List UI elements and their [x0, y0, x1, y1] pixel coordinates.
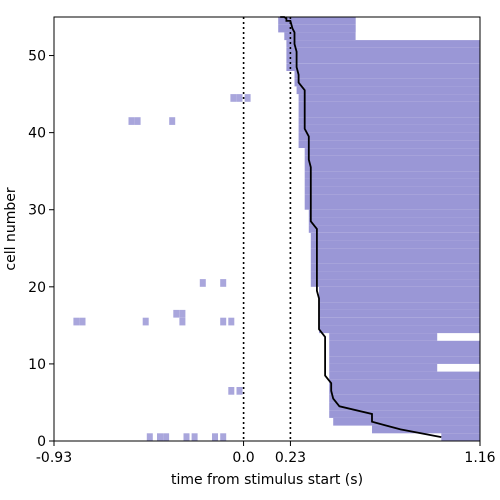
heatmap-point-3-1 [179, 309, 186, 318]
y-tick-label-0: 0 [37, 434, 46, 450]
heatmap-row-52 [284, 32, 356, 41]
heatmap-row-19 [319, 286, 480, 295]
heatmap-row-25 [310, 240, 480, 249]
heatmap-row-49 [286, 55, 480, 64]
heatmap-point-5-1 [134, 117, 141, 125]
heatmap-row-31 [304, 194, 480, 203]
heatmap-point-6-0 [230, 94, 237, 102]
heatmap-point-0-6 [220, 433, 227, 442]
heatmap-point-6-1 [236, 94, 243, 102]
heatmap-row-22 [310, 263, 480, 272]
heatmap-point-0-1 [157, 433, 163, 442]
heatmap-row-6 [329, 387, 480, 395]
heatmap-row-13 [329, 333, 438, 341]
heatmap-row-1 [372, 425, 480, 434]
plot-area [73, 17, 480, 442]
heatmap-row-43 [298, 101, 480, 110]
heatmap-row-8 [329, 371, 480, 380]
heatmap-row-41 [298, 117, 480, 125]
heatmap-row-18 [319, 294, 480, 303]
plot-frame [53, 16, 481, 442]
heatmap-point-1-1 [236, 387, 243, 395]
y-tick-label-1: 10 [28, 357, 46, 373]
heatmap-point-0-2 [163, 433, 170, 442]
heatmap-row-26 [310, 232, 480, 241]
heatmap-row-10 [329, 356, 480, 364]
y-axis: 0 10 20 30 40 50 [28, 49, 54, 450]
heatmap-row-33 [304, 178, 480, 187]
y-tick-label-4: 40 [28, 126, 46, 142]
heatmap-point-6-2 [244, 94, 251, 102]
heatmap-point-2-3 [179, 317, 186, 326]
heatmap-row-17 [319, 302, 480, 310]
heatmap-row-45 [296, 86, 480, 95]
heatmap-row-7 [329, 379, 480, 388]
heatmap-point-1-0 [228, 387, 235, 395]
heatmap-row-24 [310, 248, 480, 257]
heatmap-point-4-0 [199, 279, 206, 287]
heatmap-row-23 [310, 256, 480, 264]
heatmap-row-5 [329, 394, 480, 403]
heatmap-row-37 [304, 148, 480, 156]
x-axis-label: time from stimulus start (s) [171, 472, 363, 488]
heatmap-row-36 [304, 155, 480, 164]
overlay [242, 16, 442, 441]
heatmap-row-29 [308, 209, 480, 218]
y-tick-label-3: 30 [28, 203, 46, 219]
heatmap-point-2-1 [79, 317, 86, 326]
heatmap-row-3 [329, 410, 480, 418]
heatmap-row-51 [286, 40, 480, 48]
heatmap-point-0-5 [212, 433, 218, 442]
heatmap-point-0-0 [146, 433, 153, 442]
heatmap-row-32 [304, 186, 480, 195]
heatmap-row-12 [329, 340, 480, 349]
x-tick-label-0: -0.93 [36, 450, 72, 466]
x-tick-label-3: 1.16 [464, 450, 495, 466]
heatmap-row-28 [308, 217, 480, 226]
heatmap-row-54 [278, 17, 356, 25]
heatmap-row-34 [304, 171, 480, 179]
heatmap-row-4 [329, 402, 480, 411]
heatmap-row-16 [319, 309, 480, 318]
heatmap-row-2 [333, 417, 480, 426]
heatmap-row-48 [286, 63, 480, 72]
heatmap-point-2-0 [73, 317, 80, 326]
heatmap-point-0-3 [183, 433, 190, 442]
heatmap-row-47 [294, 71, 480, 79]
heatmap-point-4-1 [220, 279, 227, 287]
heatmap-row-11 [329, 348, 480, 357]
heatmap-row-38 [298, 140, 480, 149]
heatmap-point-5-2 [169, 117, 176, 125]
heatmap-row-20 [310, 279, 480, 287]
onset-curve [280, 16, 442, 438]
heatmap-row-39 [298, 132, 480, 141]
y-tick-label-5: 50 [28, 49, 46, 65]
heatmap-row-27 [308, 225, 480, 233]
heatmap-row-50 [286, 47, 480, 56]
x-tick-label-2: 0.23 [275, 450, 306, 466]
heatmap-point-3-0 [173, 309, 180, 318]
heatmap-row-15 [319, 317, 480, 326]
heatmap-row-42 [298, 109, 480, 118]
heatmap-row-21 [310, 271, 480, 280]
heatmap-point-2-5 [228, 317, 235, 326]
heatmap-point-5-0 [128, 117, 135, 125]
heatmap-point-2-4 [220, 317, 227, 326]
x-axis: -0.93 0.0 0.23 1.16 [36, 441, 496, 466]
heatmap-row-9 [329, 363, 438, 372]
heatmap-row-40 [298, 124, 480, 133]
heatmap-point-2-2 [142, 317, 149, 326]
heatmap-row-44 [298, 94, 480, 102]
heatmap-row-53 [278, 24, 356, 33]
heatmap-row-0 [441, 433, 480, 442]
x-tick-label-1: 0.0 [232, 450, 254, 466]
heatmap-row-35 [304, 163, 480, 172]
y-tick-label-2: 20 [28, 280, 46, 296]
heatmap-row-14 [319, 325, 480, 334]
heatmap-point-0-4 [191, 433, 198, 442]
heatmap-row-46 [294, 78, 480, 87]
y-axis-label: cell number [3, 187, 19, 270]
heatmap-row-30 [304, 202, 480, 210]
